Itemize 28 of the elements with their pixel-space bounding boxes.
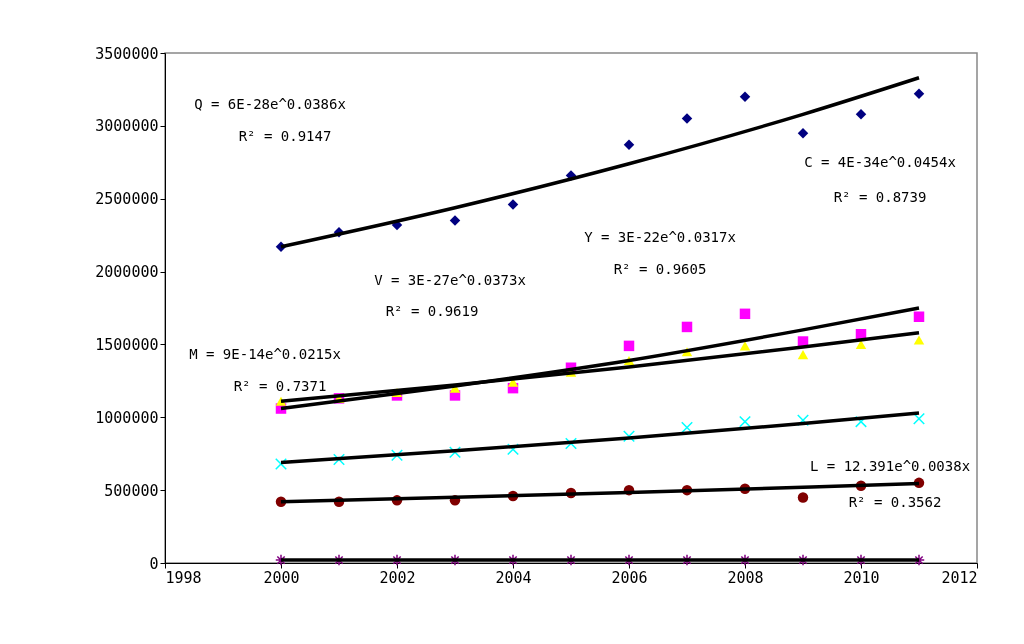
- x-tick-label: 2010: [843, 568, 880, 587]
- annotation: V = 3E-27e^0.0373x: [374, 272, 526, 288]
- annotation: C = 4E-34e^0.0454x: [804, 154, 956, 170]
- y-tick-label: 1500000: [95, 335, 159, 354]
- annotation: R² = 0.3562: [848, 494, 942, 510]
- x-tick-label: 1998: [165, 568, 202, 587]
- x-tick-label: 2008: [727, 568, 764, 587]
- annotation: R² = 0.9605: [613, 261, 707, 277]
- x-tick-label: 2006: [611, 568, 648, 587]
- x-tick-label: 2012: [941, 568, 978, 587]
- y-tick-label: 2000000: [95, 263, 159, 282]
- y-tick-label: 3000000: [95, 117, 159, 136]
- annotation: Q = 6E-28e^0.0386x: [194, 96, 346, 112]
- annotation: R² = 0.7371: [233, 378, 327, 394]
- x-tick-label: 2004: [495, 568, 532, 587]
- annotation: L = 12.391e^0.0038x: [809, 458, 971, 474]
- x-tick-label: 2002: [379, 568, 416, 587]
- y-tick-label: 3500000: [95, 44, 159, 63]
- y-tick-label: 0: [149, 554, 159, 573]
- y-tick-label: 1000000: [95, 408, 159, 427]
- y-tick-label: 500000: [104, 481, 159, 500]
- annotation: Y = 3E-22e^0.0317x: [584, 229, 736, 245]
- x-tick-label: 2000: [263, 568, 300, 587]
- annotation: R² = 0.9147: [238, 128, 332, 144]
- annotation: R² = 0.9619: [385, 303, 479, 319]
- annotation: R² = 0.8739: [833, 189, 927, 205]
- annotation: M = 9E-14e^0.0215x: [189, 346, 341, 362]
- y-tick-label: 2500000: [95, 190, 159, 209]
